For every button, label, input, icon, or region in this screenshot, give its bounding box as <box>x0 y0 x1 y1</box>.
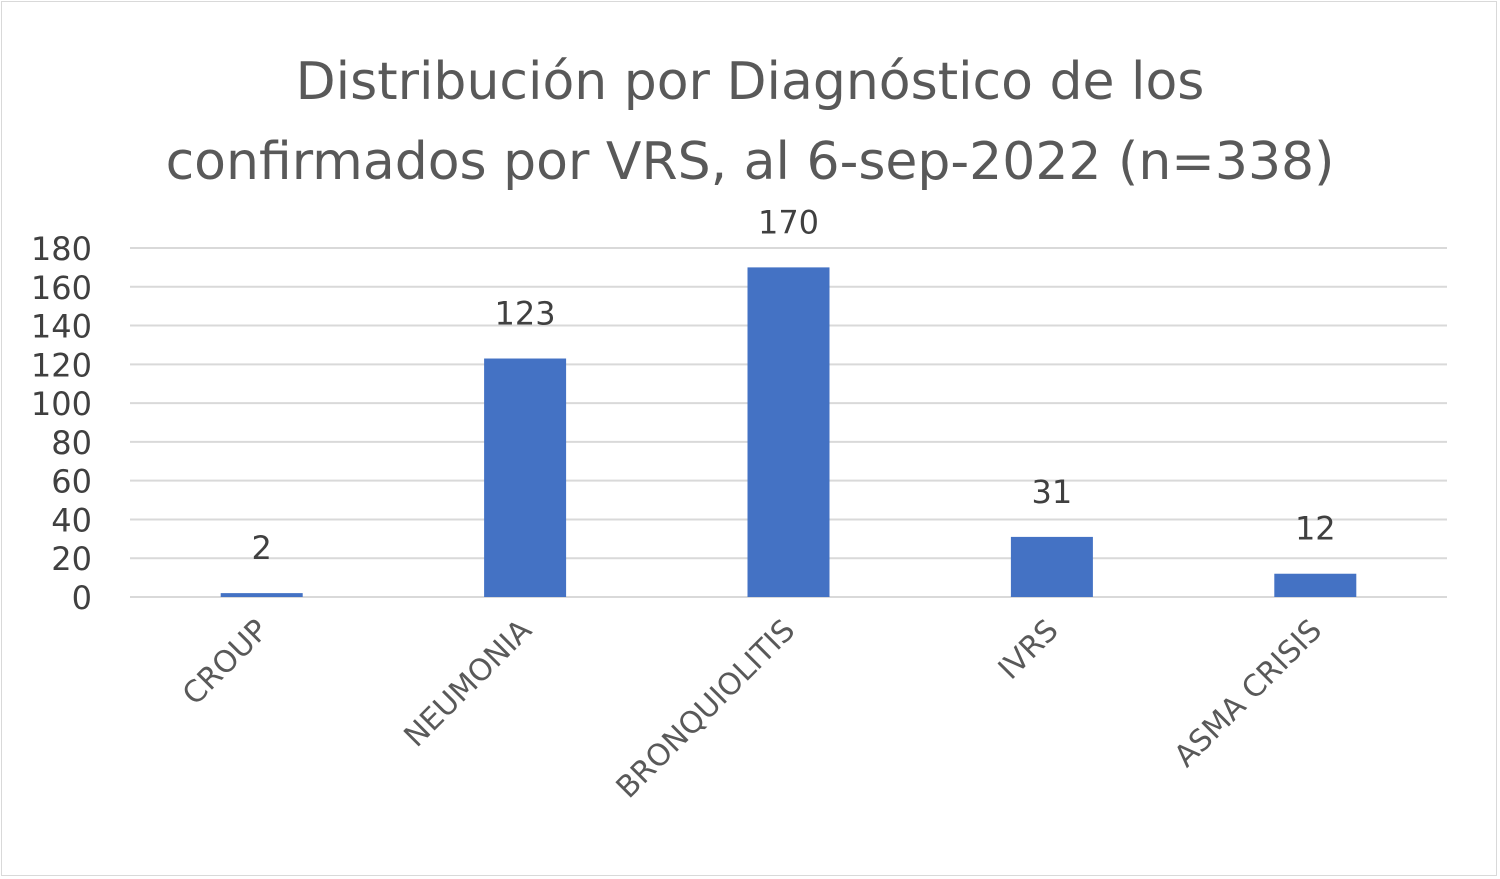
y-tick-label: 100 <box>31 385 92 423</box>
data-label: 2 <box>252 529 272 567</box>
y-tick-label: 120 <box>31 346 92 384</box>
data-label: 31 <box>1032 473 1073 511</box>
x-category-label: NEUMONIA <box>398 613 540 755</box>
y-tick-label: 80 <box>51 424 92 462</box>
bar-neumonia <box>484 358 567 597</box>
bar-asma-crisis <box>1274 573 1357 597</box>
chart-title-line-1: Distribución por Diagnóstico de los <box>295 52 1205 112</box>
y-tick-label: 140 <box>31 308 92 346</box>
y-tick-label: 180 <box>31 230 92 268</box>
y-tick-label: 160 <box>31 269 92 307</box>
bar-ivrs <box>1010 536 1093 597</box>
y-tick-label: 60 <box>51 463 92 501</box>
y-tick-label: 40 <box>51 501 92 539</box>
bars <box>220 267 1357 597</box>
y-tick-label: 20 <box>51 540 92 578</box>
x-category-label: ASMA CRISIS <box>1168 613 1329 774</box>
chart-title: Distribución por Diagnóstico de los conf… <box>0 42 1500 202</box>
data-label: 12 <box>1295 510 1336 548</box>
x-axis-labels: CROUP NEUMONIA BRONQUIOLITIS IVRS ASMA CRISI… <box>176 613 1329 806</box>
x-category-label: IVRS <box>992 613 1066 687</box>
bar-croup <box>220 593 303 597</box>
x-category-label: BRONQUIOLITIS <box>610 613 803 806</box>
data-label: 123 <box>495 295 556 333</box>
data-label: 170 <box>758 203 819 241</box>
chart-title-line-2: confirmados por VRS, al 6-sep-2022 (n=33… <box>165 132 1335 192</box>
bar-bronquiolitis <box>747 267 830 597</box>
x-category-label: CROUP <box>176 613 275 712</box>
y-tick-label: 0 <box>72 579 92 617</box>
data-labels: 2 123 170 31 12 <box>252 203 1336 567</box>
